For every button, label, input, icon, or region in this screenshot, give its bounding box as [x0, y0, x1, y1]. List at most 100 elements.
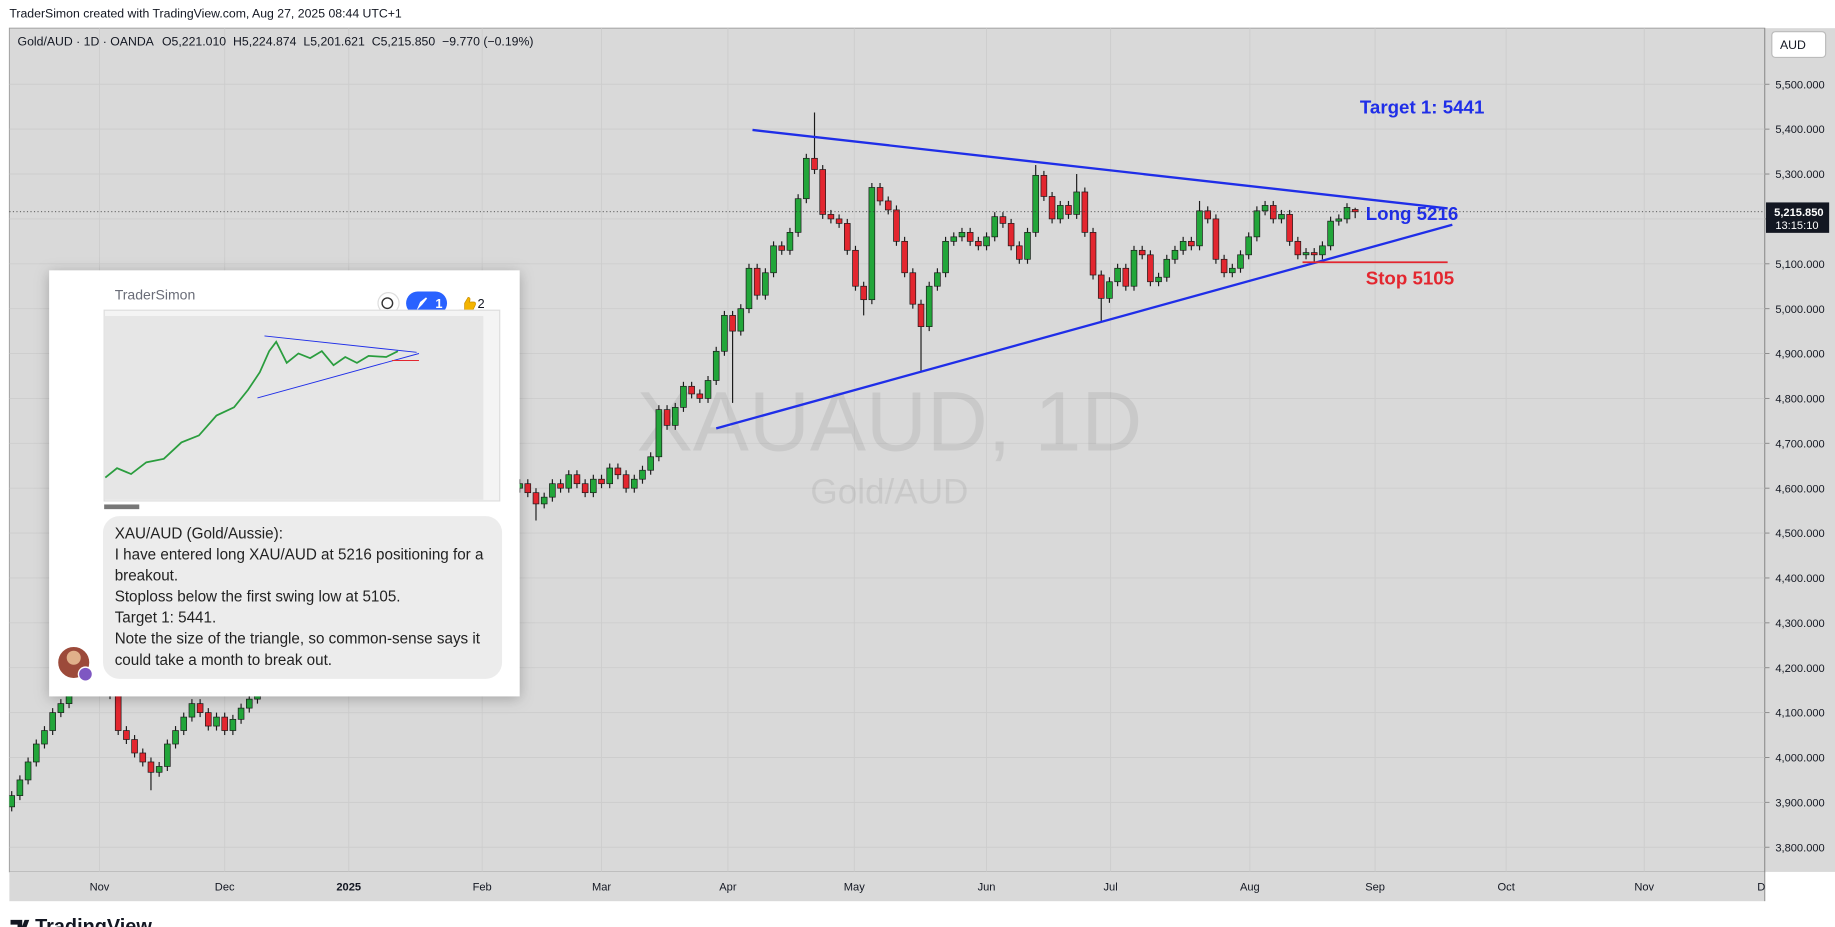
- candle-body: [1343, 207, 1351, 220]
- time-axis: [9, 871, 1765, 902]
- candle-body: [917, 303, 925, 327]
- footer-logo: TradingView: [10, 916, 152, 927]
- candle-body: [139, 752, 147, 763]
- comment-card: TraderSimon 1 2 XAU/AUD (Gold/Aussie): I …: [49, 270, 520, 697]
- y-tick-label: 5,500.000: [1775, 79, 1824, 91]
- thumbnail-line: [264, 335, 417, 353]
- candle-body: [844, 223, 851, 251]
- candle-body: [901, 240, 908, 274]
- candle-body: [155, 766, 163, 773]
- candle-body: [1106, 281, 1113, 299]
- avatar-face: [66, 650, 81, 665]
- candle-body: [524, 483, 532, 494]
- candle-body: [557, 483, 564, 489]
- candle-body: [778, 245, 786, 251]
- candle-body: [803, 157, 810, 200]
- message-line: Note the size of the triangle, so common…: [114, 629, 480, 669]
- candle-body: [1007, 223, 1015, 247]
- candle-body: [762, 272, 769, 296]
- rocket-reaction[interactable]: [406, 291, 448, 315]
- candle-body: [123, 730, 130, 740]
- candle-body: [1097, 274, 1105, 299]
- candle-body: [229, 718, 237, 731]
- candle-body: [712, 350, 720, 381]
- message-line: XAU/AUD (Gold/Aussie):: [114, 524, 283, 542]
- candle-body: [1261, 205, 1269, 212]
- candle-body: [1147, 254, 1154, 283]
- candle-body: [540, 496, 548, 505]
- logo-mark: [10, 919, 30, 927]
- y-tick-label: 4,300.000: [1775, 618, 1824, 630]
- candle-body: [737, 308, 745, 332]
- y-tick-label: 4,800.000: [1775, 394, 1824, 406]
- candle-body: [49, 712, 56, 731]
- candle-body: [1229, 267, 1236, 274]
- x-tick-label: May: [844, 882, 865, 894]
- watermark: XAUAUD, 1D: [637, 375, 1143, 469]
- like-count: 2: [477, 296, 484, 311]
- candle-body: [1040, 175, 1048, 197]
- candle-body: [1310, 252, 1318, 256]
- candle-body: [573, 474, 581, 485]
- legend-value: 5,221.010: [172, 35, 227, 49]
- candle-body: [1122, 267, 1130, 287]
- message-box: XAU/AUD (Gold/Aussie): I have entered lon…: [115, 523, 497, 670]
- like-icon: [458, 296, 476, 311]
- candle-body: [827, 214, 835, 220]
- candle-body: [1056, 205, 1064, 220]
- x-tick-label: Dec: [1757, 882, 1777, 894]
- candle-body: [9, 795, 15, 808]
- x-tick-label: Jun: [978, 882, 996, 894]
- x-tick-label: Mar: [592, 882, 611, 894]
- candle-body: [1212, 218, 1220, 260]
- candle-body: [1155, 276, 1162, 283]
- candle-body: [1302, 252, 1310, 256]
- candle-body: [147, 761, 155, 773]
- candle-body: [925, 285, 933, 327]
- candle-body: [532, 492, 540, 505]
- legend-key: O: [162, 35, 172, 49]
- candle-body: [942, 240, 949, 274]
- candle-body: [1114, 267, 1121, 283]
- message: XAU/AUD (Gold/Aussie): I have entered lon…: [115, 523, 497, 670]
- candle-body: [57, 703, 65, 713]
- candle-body: [786, 232, 794, 251]
- x-tick-label: Oct: [1498, 882, 1515, 894]
- comment-author: TraderSimon: [115, 287, 196, 303]
- candle-body: [1220, 258, 1228, 274]
- legend-key: L: [303, 35, 310, 49]
- candle-body: [205, 712, 212, 727]
- candle-body: [819, 169, 826, 215]
- currency-box[interactable]: [1771, 31, 1827, 58]
- candle-body: [1016, 245, 1023, 260]
- price-axis: [1764, 28, 1835, 872]
- last-price-label: 5,215.850: [1774, 207, 1823, 219]
- candle-body: [852, 249, 859, 287]
- message-line: Stoploss below the first swing low at 51…: [114, 587, 401, 606]
- y-tick-label: 4,700.000: [1775, 438, 1824, 450]
- candle-body: [983, 236, 990, 247]
- candle-body: [835, 218, 843, 224]
- candle-body: [221, 716, 228, 731]
- candle-body: [770, 245, 777, 274]
- y-axis-labels: 3,800.000 3,900.000 4,000.000 4,100.000 4,20…: [1764, 79, 1825, 854]
- candle-body: [1089, 232, 1097, 276]
- y-tick-label: 4,400.000: [1775, 573, 1824, 585]
- candle-body: [622, 474, 630, 489]
- candle-body: [196, 703, 204, 713]
- candle-body: [565, 474, 573, 489]
- candle-body: [614, 467, 622, 476]
- thumbnail-plot: [104, 316, 484, 500]
- currency: AUD: [1780, 38, 1806, 52]
- chart-legend: Gold/AUD · 1D · OANDA O5,221.010 H5,224.…: [18, 35, 534, 49]
- candle-body: [893, 209, 900, 242]
- x-tick-label: Dec: [215, 882, 235, 894]
- candle-body: [753, 267, 761, 296]
- candle-body: [606, 467, 613, 485]
- x-tick-label: Feb: [473, 882, 492, 894]
- legend-key: H: [233, 35, 242, 49]
- candle-body: [811, 157, 818, 170]
- candle-body: [1245, 236, 1252, 256]
- candle-body: [1024, 232, 1031, 260]
- avatar-badge: [77, 666, 94, 682]
